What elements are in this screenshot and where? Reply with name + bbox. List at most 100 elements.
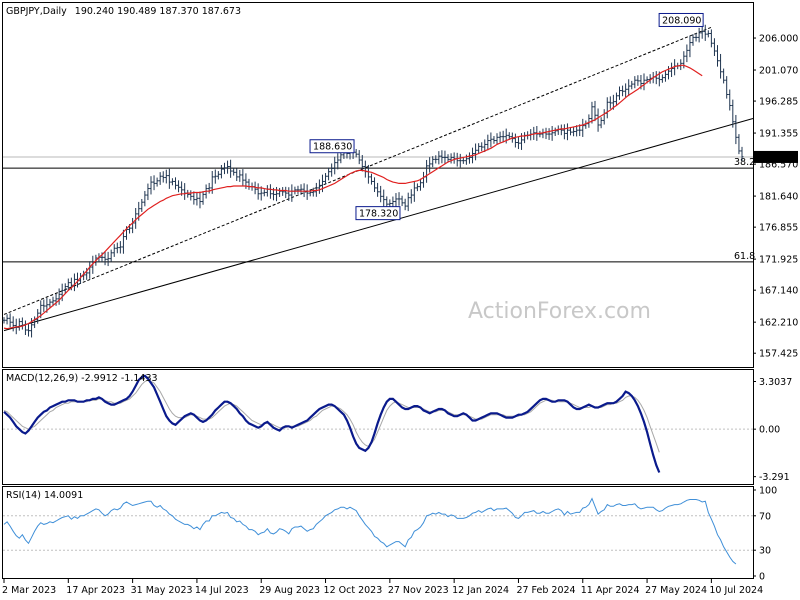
price-bar (314, 182, 318, 197)
price-bar (164, 169, 168, 184)
price-bar (155, 177, 159, 187)
price-bar (5, 314, 9, 325)
price-bar (235, 168, 239, 181)
price-bar (17, 318, 21, 331)
price-bar (201, 191, 205, 205)
price-bar (299, 184, 303, 195)
price-bar (311, 187, 315, 197)
price-bar (103, 251, 107, 266)
price-bar (685, 44, 689, 63)
price-y-tick-label: 181.640 (759, 192, 798, 203)
price-bar (636, 75, 640, 86)
fib-level-label: 61.8 (734, 251, 755, 262)
price-bar (449, 153, 453, 164)
price-bar (63, 283, 67, 294)
price-bar (663, 70, 667, 82)
price-bar (195, 192, 199, 206)
price-annotation-box (355, 206, 401, 221)
price-bar (722, 68, 726, 84)
price-bar (403, 198, 407, 211)
price-bar (66, 278, 70, 291)
price-bar (394, 193, 398, 208)
current-price-label: 187.673 (757, 152, 796, 163)
price-bar (569, 126, 573, 136)
price-bar (400, 195, 404, 207)
price-bar (115, 242, 119, 254)
price-bar (725, 76, 729, 99)
price-bar (538, 130, 542, 138)
price-annotation-label: 188.630 (313, 142, 352, 153)
rsi-pane-frame (2, 486, 754, 579)
macd-title: MACD(12,26,9) -2.9912 -1.1433 (6, 373, 158, 384)
price-bar (57, 288, 61, 305)
date-tick-label: 14 Jul 2023 (195, 585, 249, 596)
price-bar (118, 241, 122, 254)
price-annotation-box (658, 12, 704, 27)
price-y-tick-label: 167.140 (759, 286, 798, 297)
price-y-tick-label: 191.355 (759, 129, 798, 140)
price-bar (216, 171, 220, 180)
price-y-tick-label: 157.425 (759, 349, 798, 360)
price-bar (480, 142, 484, 152)
price-bar (36, 309, 40, 324)
price-bar (336, 153, 340, 170)
date-tick-label: 10 Jul 2024 (709, 585, 763, 596)
price-bar (357, 150, 361, 165)
price-bar (700, 25, 704, 39)
price-bar (587, 114, 591, 128)
current-price-marker (754, 150, 798, 163)
price-bar (146, 183, 150, 201)
price-bar (565, 123, 569, 141)
rsi-y-tick-label: 70 (759, 511, 771, 522)
price-y-tick-label: 171.925 (759, 255, 798, 266)
rsi-y-tick-label: 0 (759, 572, 765, 583)
price-bar (106, 251, 110, 267)
price-bar (369, 173, 373, 185)
price-bar (498, 131, 502, 143)
price-pane: 38.2 61.8 208.090 188.630 178.320 (2, 12, 755, 338)
price-bar (48, 298, 52, 308)
price-bar (360, 155, 364, 172)
price-bar (278, 187, 282, 197)
price-bar (330, 163, 334, 177)
price-bar (232, 167, 236, 176)
price-bar (483, 139, 487, 153)
price-bar (226, 160, 230, 174)
price-bar (443, 150, 447, 165)
price-bar (415, 183, 419, 192)
price-bar (241, 169, 245, 187)
price-bar (516, 136, 520, 150)
price-bar (170, 178, 174, 186)
price-bar (339, 151, 343, 164)
price-bar (501, 130, 505, 143)
price-bar (213, 169, 217, 184)
date-tick-label: 2 Mar 2023 (2, 585, 56, 596)
price-bar (437, 151, 441, 165)
price-bar (428, 157, 432, 173)
price-bar (648, 74, 652, 84)
price-bar (630, 80, 634, 90)
price-bar (222, 162, 226, 175)
price-bar (467, 152, 471, 164)
price-bar (688, 35, 692, 58)
price-bar (461, 157, 465, 164)
rsi-pane (3, 497, 753, 565)
price-bar (618, 86, 622, 100)
price-bar (578, 124, 582, 137)
macd-y-tick-label: 3.3037 (759, 377, 792, 388)
price-bar (553, 127, 557, 136)
price-bar (550, 125, 554, 141)
price-bar (60, 283, 64, 302)
date-tick-label: 27 May 2024 (645, 585, 707, 596)
price-bar (706, 30, 710, 38)
price-bar (121, 229, 125, 254)
trend-channel-lower (3, 118, 754, 332)
price-y-tick-label: 196.285 (759, 97, 798, 108)
price-bar (219, 164, 223, 179)
price-bar (440, 150, 444, 164)
price-bar (354, 149, 358, 158)
price-pane-frame (2, 2, 754, 368)
price-bar (134, 207, 138, 229)
price-bar (412, 181, 416, 202)
